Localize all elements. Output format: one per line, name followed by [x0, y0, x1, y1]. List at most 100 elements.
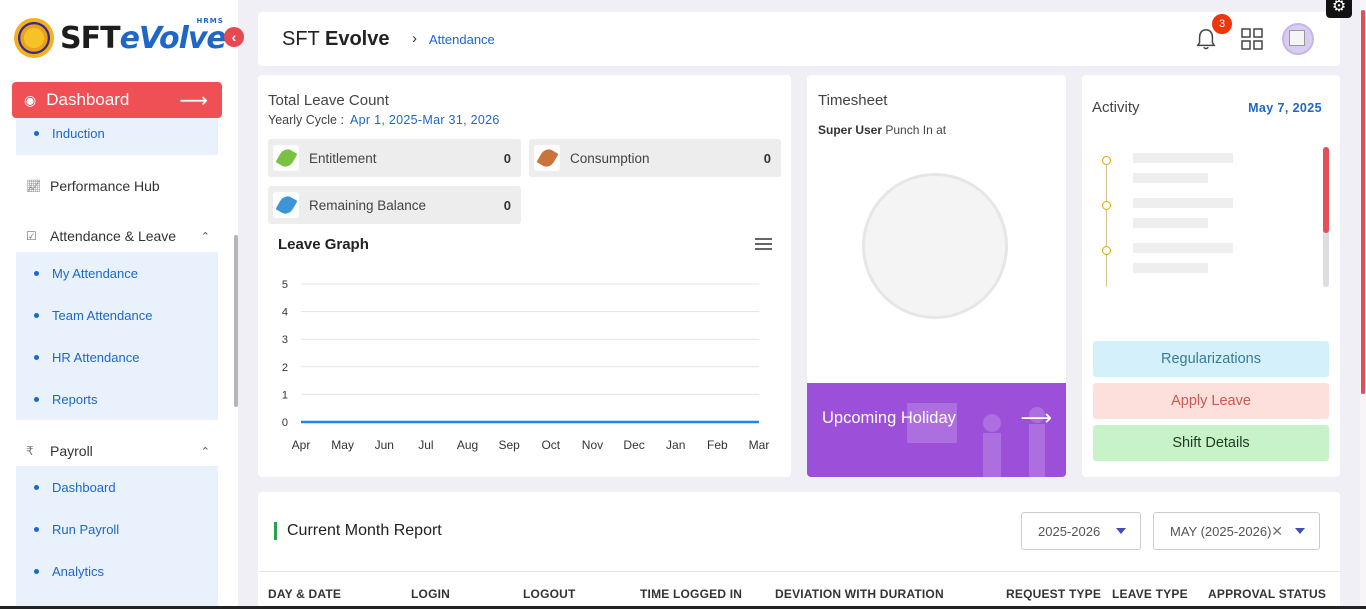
column-header-deviation[interactable]: DEVIATION WITH DURATION — [775, 587, 944, 601]
column-header-leave-type[interactable]: LEAVE TYPE — [1112, 587, 1188, 601]
sidebar-item-team-attendance[interactable]: Team Attendance — [16, 294, 218, 336]
year-select-value: 2025-2026 — [1038, 523, 1101, 539]
chevron-right-icon: › — [412, 30, 417, 47]
page-scrollbar[interactable] — [1360, 0, 1366, 609]
cycle-label: Yearly Cycle : — [268, 113, 344, 127]
logo[interactable]: SFTeVolve HRMS — [14, 17, 227, 58]
activity-title: Activity — [1092, 99, 1140, 116]
column-header-time-logged-in[interactable]: TIME LOGGED IN — [640, 587, 743, 601]
loading-placeholder — [1133, 153, 1233, 163]
month-select-value: MAY (2025-2026) — [1170, 523, 1272, 539]
bullet-icon — [34, 526, 39, 532]
brand-name: SFTeVolve HRMS — [60, 17, 227, 56]
stat-value: 0 — [503, 197, 511, 213]
settings-gear-icon[interactable]: ⚙ — [1326, 0, 1352, 18]
payroll-submenu: Dashboard Run Payroll Analytics — [16, 466, 218, 609]
timeline-dot — [1102, 246, 1111, 255]
year-select[interactable]: 2025-2026 — [1021, 512, 1141, 550]
arrow-right-icon: ⟶ — [179, 90, 208, 112]
sidebar-item-label: HR Attendance — [52, 349, 140, 365]
sidebar-item-reports[interactable]: Reports — [16, 378, 218, 420]
caret-down-icon — [1295, 528, 1305, 534]
dashboard-gauge-icon: ◉ — [24, 91, 37, 108]
leave-count-card: Total Leave Count Yearly Cycle : Apr 1, 2… — [258, 75, 791, 477]
timesheet-card: Timesheet Super User Punch In at Upcomin… — [807, 75, 1066, 477]
section-accent-bar — [274, 522, 277, 540]
sidebar-item-label: My Attendance — [52, 265, 138, 281]
clear-icon[interactable]: ✕ — [1271, 523, 1283, 539]
sidebar-item-payroll-dashboard[interactable]: Dashboard — [16, 466, 218, 508]
y-tick-label: 5 — [282, 279, 288, 291]
user-name: Super User — [818, 123, 883, 137]
sidebar-item-my-attendance[interactable]: My Attendance — [16, 252, 218, 294]
notification-badge: 3 — [1210, 12, 1234, 36]
sidebar-item-label: Dashboard — [52, 479, 116, 495]
activity-date: May 7, 2025 — [1248, 101, 1322, 115]
punch-text: Punch In at — [885, 123, 947, 137]
column-header-request-type[interactable]: REQUEST TYPE — [1006, 587, 1102, 601]
timeline-line — [1106, 157, 1107, 287]
stat-label: Remaining Balance — [309, 197, 427, 213]
x-tick-label: Nov — [582, 438, 603, 452]
caret-down-icon — [1116, 528, 1126, 534]
sun-logo-icon — [14, 18, 54, 58]
sidebar-item-payroll[interactable]: ₹ Payroll ⌃ — [26, 443, 216, 459]
people-illustration-icon — [907, 403, 1045, 477]
brand-evolve: eVolve — [119, 20, 227, 56]
column-header-logout[interactable]: LOGOUT — [523, 587, 576, 601]
bell-icon[interactable] — [1195, 27, 1217, 51]
shift-details-button[interactable]: Shift Details — [1093, 425, 1329, 461]
top-header: SFT Evolve › Attendance 3 — [258, 12, 1340, 66]
brand-tag: HRMS — [196, 16, 224, 25]
punch-clock-circle[interactable] — [862, 173, 1008, 319]
chevron-up-icon: ⌃ — [200, 230, 210, 243]
column-header-day-date[interactable]: DAY & DATE — [268, 587, 342, 601]
loading-placeholder — [1133, 173, 1208, 183]
checklist-icon: ☑ — [26, 229, 37, 243]
breadcrumb-attendance[interactable]: Attendance — [429, 32, 495, 47]
induction-block: Induction — [16, 112, 218, 155]
collapse-sidebar-button[interactable]: ‹ — [224, 27, 244, 47]
sidebar-dashboard-button[interactable]: ◉ Dashboard ⟶ — [12, 82, 222, 118]
sidebar-item-attendance-leave[interactable]: ☑ Attendance & Leave ⌃ — [26, 228, 216, 244]
column-header-approval-status[interactable]: APPROVAL STATUS — [1208, 587, 1327, 601]
stat-label: Entitlement — [309, 150, 377, 166]
loading-placeholder — [1133, 263, 1208, 273]
bullet-icon — [34, 312, 39, 318]
chart-line-icon: 📈︎ — [26, 179, 42, 193]
stat-label: Consumption — [570, 150, 650, 166]
sidebar-item-label: Induction — [52, 126, 105, 141]
sidebar-item-label: Team Attendance — [52, 307, 153, 323]
regularizations-button[interactable]: Regularizations — [1093, 341, 1329, 377]
user-avatar[interactable] — [1282, 23, 1314, 55]
month-select[interactable]: MAY (2025-2026) ✕ — [1153, 512, 1320, 550]
sidebar-item-induction[interactable]: Induction — [16, 112, 218, 155]
entitlement-stat: Entitlement 0 — [268, 139, 521, 177]
divider — [258, 571, 1340, 572]
remaining-balance-stat: Remaining Balance 0 — [268, 186, 521, 224]
column-header-login[interactable]: LOGIN — [411, 587, 450, 601]
activity-card: Activity May 7, 2025 Regularizations App… — [1082, 75, 1340, 477]
chart-menu-icon[interactable] — [755, 238, 772, 253]
sidebar-item-hr-attendance[interactable]: HR Attendance — [16, 336, 218, 378]
activity-scrollbar[interactable] — [1323, 147, 1329, 287]
apps-grid-icon[interactable] — [1241, 28, 1263, 50]
leave-graph: 0 1 2 3 4 5 Apr May Jun Jul Aug Sep Oct Nov Dec Jan Feb M… — [282, 279, 769, 452]
x-tick-label: May — [331, 438, 354, 452]
sidebar: SFTeVolve HRMS ◉ Dashboard ⟶ Induction 📈… — [0, 0, 238, 609]
x-tick-label: Jan — [666, 438, 685, 452]
cycle-value: Apr 1, 2025-Mar 31, 2026 — [349, 113, 500, 127]
sidebar-item-label: Reports — [52, 391, 98, 407]
brand-sft: SFT — [60, 20, 121, 56]
x-tick-label: Jul — [418, 438, 433, 452]
apply-leave-button[interactable]: Apply Leave — [1093, 383, 1329, 419]
bullet-icon — [34, 131, 39, 136]
stat-value: 0 — [503, 150, 511, 166]
sidebar-scrollbar[interactable] — [234, 235, 238, 407]
upcoming-holiday-banner[interactable]: Upcoming Holiday ⟶ — [807, 383, 1066, 477]
blue-leaf-icon — [273, 192, 299, 218]
sidebar-item-performance-hub[interactable]: 📈︎ Performance Hub — [26, 178, 216, 194]
bullet-icon — [34, 484, 39, 490]
sidebar-item-run-payroll[interactable]: Run Payroll — [16, 508, 218, 550]
sidebar-item-analytics[interactable]: Analytics — [16, 550, 218, 592]
